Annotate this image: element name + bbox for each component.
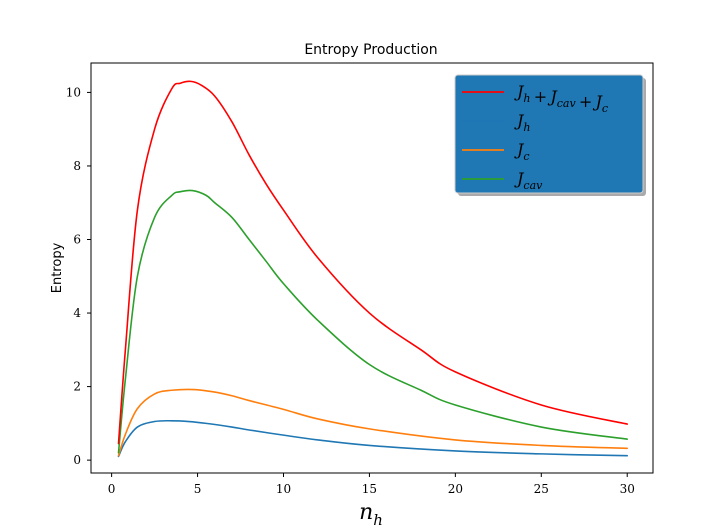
series-line-0 <box>117 80 629 445</box>
series-line-2 <box>117 388 629 457</box>
x-tick-label: 20 <box>448 482 463 496</box>
x-axis-label-text: nh <box>359 500 383 529</box>
x-tick-label: 10 <box>276 482 291 496</box>
y-axis-label: Entropy <box>50 242 65 293</box>
x-tick-label: 5 <box>194 482 202 496</box>
x-tick-label: 30 <box>620 482 635 496</box>
x-tick-label: 0 <box>108 482 116 496</box>
chart-title: Entropy Production <box>304 42 437 58</box>
legend-label: Jc <box>514 140 530 163</box>
legend-label: Jh + Jcav + Jc <box>514 82 608 115</box>
y-tick-label: 10 <box>66 85 81 99</box>
legend-label: Jh <box>514 111 531 134</box>
y-tick-label: 4 <box>73 306 81 320</box>
y-tick-label: 8 <box>73 159 81 173</box>
legend-label: Jcav <box>514 169 543 192</box>
x-tick-label: 25 <box>534 482 549 496</box>
legend-box <box>454 74 644 194</box>
y-tick-label: 0 <box>73 453 81 467</box>
x-axis-label: nh <box>359 500 383 529</box>
x-tick-label: 15 <box>362 482 377 496</box>
y-axis: 0 2 4 6 8 10 <box>66 85 91 467</box>
series-line-1 <box>117 419 629 458</box>
y-tick-label: 2 <box>73 380 81 394</box>
x-axis: 0 5 10 15 20 25 30 <box>108 473 635 496</box>
series-line-3 <box>117 189 629 454</box>
series-lines <box>117 80 629 458</box>
y-tick-label: 6 <box>73 233 81 247</box>
